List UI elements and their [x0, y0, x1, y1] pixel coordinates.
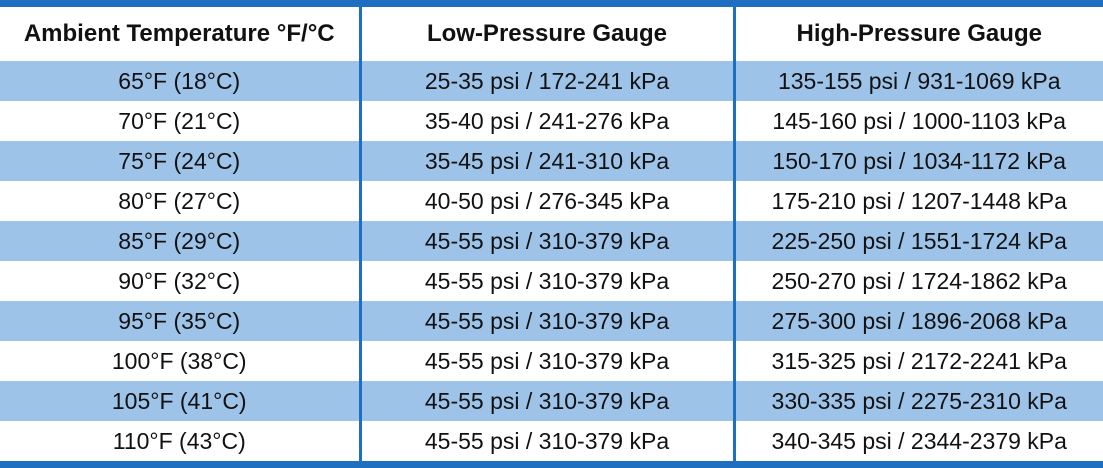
- table-row: 85°F (29°C) 45-55 psi / 310-379 kPa 225-…: [0, 221, 1103, 261]
- low-pressure-cell: 45-55 psi / 310-379 kPa: [358, 421, 734, 461]
- table-row: 90°F (32°C) 45-55 psi / 310-379 kPa 250-…: [0, 261, 1103, 301]
- low-pressure-cell: 35-40 psi / 241-276 kPa: [358, 101, 734, 141]
- high-pressure-cell: 135-155 psi / 931-1069 kPa: [732, 61, 1103, 101]
- table-row: 110°F (43°C) 45-55 psi / 310-379 kPa 340…: [0, 421, 1103, 461]
- high-pressure-cell: 175-210 psi / 1207-1448 kPa: [732, 181, 1103, 221]
- low-pressure-cell: 25-35 psi / 172-241 kPa: [358, 61, 734, 101]
- high-pressure-cell: 150-170 psi / 1034-1172 kPa: [732, 141, 1103, 181]
- ambient-temperature-cell: 110°F (43°C): [0, 421, 360, 461]
- table-row: 105°F (41°C) 45-55 psi / 310-379 kPa 330…: [0, 381, 1103, 421]
- ambient-temperature-header: Ambient Temperature °F/°C: [23, 20, 335, 47]
- high-pressure-cell: 315-325 psi / 2172-2241 kPa: [732, 341, 1103, 381]
- low-pressure-cell: 45-55 psi / 310-379 kPa: [358, 381, 734, 421]
- table-row: 100°F (38°C) 45-55 psi / 310-379 kPa 315…: [0, 341, 1103, 381]
- high-pressure-cell: 250-270 psi / 1724-1862 kPa: [732, 261, 1103, 301]
- low-pressure-cell: 45-55 psi / 310-379 kPa: [358, 301, 734, 341]
- ambient-temperature-cell: 85°F (29°C): [0, 221, 360, 261]
- pressure-table: Ambient Temperature °F/°C Low-Pressure G…: [0, 7, 1103, 461]
- high-pressure-cell: 145-160 psi / 1000-1103 kPa: [732, 101, 1103, 141]
- ambient-temperature-cell: 100°F (38°C): [0, 341, 360, 381]
- high-pressure-cell: 275-300 psi / 1896-2068 kPa: [732, 301, 1103, 341]
- ambient-temperature-cell: 90°F (32°C): [0, 261, 360, 301]
- low-pressure-cell: 45-55 psi / 310-379 kPa: [358, 221, 734, 261]
- ambient-temperature-cell: 75°F (24°C): [0, 141, 360, 181]
- high-pressure-cell: 225-250 psi / 1551-1724 kPa: [732, 221, 1103, 261]
- ambient-temperature-cell: 70°F (21°C): [0, 101, 360, 141]
- table-body: 65°F (18°C) 25-35 psi / 172-241 kPa 135-…: [0, 61, 1103, 461]
- low-pressure-cell: 45-55 psi / 310-379 kPa: [358, 341, 734, 381]
- table-row: 65°F (18°C) 25-35 psi / 172-241 kPa 135-…: [0, 61, 1103, 101]
- low-pressure-cell: 35-45 psi / 241-310 kPa: [358, 141, 734, 181]
- header-row: Ambient Temperature °F/°C Low-Pressure G…: [0, 7, 1103, 61]
- ambient-temperature-cell: 105°F (41°C): [0, 381, 360, 421]
- table-row: 80°F (27°C) 40-50 psi / 276-345 kPa 175-…: [0, 181, 1103, 221]
- high-pressure-cell: 340-345 psi / 2344-2379 kPa: [732, 421, 1103, 461]
- table-row: 95°F (35°C) 45-55 psi / 310-379 kPa 275-…: [0, 301, 1103, 341]
- ambient-temperature-cell: 65°F (18°C): [0, 61, 360, 101]
- ambient-temperature-cell: 95°F (35°C): [0, 301, 360, 341]
- ambient-temperature-cell: 80°F (27°C): [0, 181, 360, 221]
- low-pressure-cell: 45-55 psi / 310-379 kPa: [358, 261, 734, 301]
- low-pressure-cell: 40-50 psi / 276-345 kPa: [358, 181, 734, 221]
- low-pressure-header: Low-Pressure Gauge: [358, 7, 734, 61]
- high-pressure-header: High-Pressure Gauge: [732, 7, 1103, 61]
- table-row: 75°F (24°C) 35-45 psi / 241-310 kPa 150-…: [0, 141, 1103, 181]
- high-pressure-cell: 330-335 psi / 2275-2310 kPa: [732, 381, 1103, 421]
- table-header: Ambient Temperature °F/°C Low-Pressure G…: [0, 7, 1103, 61]
- table-row: 70°F (21°C) 35-40 psi / 241-276 kPa 145-…: [0, 101, 1103, 141]
